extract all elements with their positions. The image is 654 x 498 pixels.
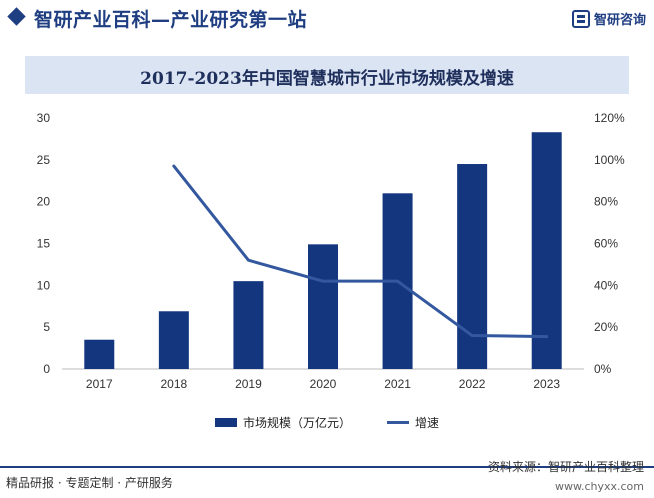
bar-2019 [233, 281, 264, 369]
logo-icon [571, 9, 590, 28]
legend: 市场规模（万亿元） 增速 [0, 414, 654, 431]
right-axis-tick-label: 60% [594, 237, 618, 251]
footer-source: 资料来源：智研产业百科整理 [487, 460, 644, 474]
right-axis-tick-label: 20% [594, 320, 618, 334]
left-axis-tick-label: 30 [37, 111, 51, 125]
legend-swatch-bar [214, 418, 237, 427]
legend-label-bar: 市场规模（万亿元） [242, 416, 351, 430]
site-title: 智研产业百科—产业研究第一站 [34, 9, 308, 31]
x-tick-label: 2022 [459, 377, 486, 391]
left-axis-tick-label: 25 [37, 153, 51, 167]
growth-rate-line [172, 164, 549, 339]
right-axis-tick-label: 120% [594, 111, 625, 125]
left-axis-tick-label: 20 [37, 195, 51, 209]
right-axis-tick-label: 80% [594, 195, 618, 209]
x-tick-label: 2018 [161, 377, 188, 391]
left-axis-tick-label: 0 [43, 362, 50, 376]
x-tick-label: 2019 [235, 377, 262, 391]
left-axis-tick-label: 10 [37, 278, 51, 292]
right-axis-tick-label: 100% [594, 153, 625, 167]
x-tick-label: 2023 [533, 377, 560, 391]
left-axis-tick-label: 15 [37, 237, 51, 251]
footer-divider [0, 466, 654, 468]
right-axis-tick-label: 0% [594, 362, 612, 376]
legend-item-bar: 市场规模（万亿元） [214, 414, 351, 431]
bar-2018 [158, 311, 189, 369]
top-bar: 智研产业百科—产业研究第一站 智研咨询 [0, 0, 654, 36]
chart-title: 2017-2023年中国智慧城市行业市场规模及增速 [140, 69, 514, 89]
logo-text: 智研咨询 [593, 13, 646, 28]
footer-url: www.chyxx.com [554, 480, 644, 493]
brand-logo[interactable]: 智研咨询 [571, 9, 646, 28]
footer-tagline: 精品研报 · 专题定制 · 产研服务 [6, 476, 173, 490]
legend-swatch-line [387, 421, 409, 424]
x-tick-label: 2021 [384, 377, 411, 391]
bar-2022 [457, 164, 488, 369]
left-axis-tick-label: 5 [43, 320, 50, 334]
legend-item-line: 增速 [387, 414, 439, 431]
x-tick-label: 2020 [310, 377, 337, 391]
right-axis-tick-label: 40% [594, 278, 618, 292]
bar-2023 [531, 132, 562, 369]
x-tick-label: 2017 [86, 377, 113, 391]
bar-2020 [308, 244, 338, 369]
legend-label-line: 增速 [415, 416, 440, 430]
bar-2017 [84, 339, 115, 369]
chart-title-band: 2017-2023年中国智慧城市行业市场规模及增速 [25, 56, 629, 94]
